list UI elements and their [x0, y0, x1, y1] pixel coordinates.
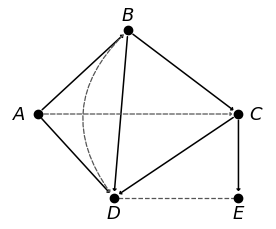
Text: $\it{B}$: $\it{B}$ — [121, 7, 135, 25]
Text: $\it{E}$: $\it{E}$ — [232, 204, 245, 222]
Text: $\it{D}$: $\it{D}$ — [106, 204, 121, 222]
Text: $\it{C}$: $\it{C}$ — [249, 106, 264, 123]
Text: $\it{A}$: $\it{A}$ — [12, 106, 26, 123]
